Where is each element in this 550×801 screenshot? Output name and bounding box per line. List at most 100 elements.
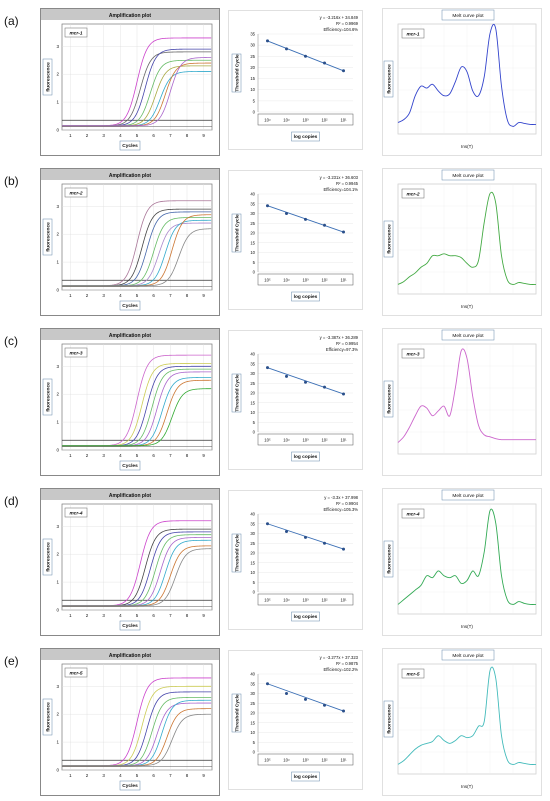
y-tick-label: 35 bbox=[250, 681, 255, 686]
x-tick-label: 10² bbox=[321, 598, 328, 603]
amplification-plot: Amplification plot 1 2 3 4 5 6 7 8 9 0 1 2 3 mcr-1 fluo… bbox=[40, 8, 220, 156]
y-tick-label: 20 bbox=[250, 65, 255, 70]
x-tick-label: 7 bbox=[169, 453, 172, 458]
x-tick-label: 4 bbox=[119, 453, 122, 458]
melt-title-box bbox=[441, 9, 495, 21]
x-tick-label: 10⁵ bbox=[264, 278, 271, 283]
standard-point bbox=[323, 61, 326, 65]
legend-label: mcr-1 bbox=[406, 32, 419, 38]
legend-box bbox=[64, 507, 88, 518]
x-tick-label: 9 bbox=[202, 133, 205, 138]
y-tick-label: 10 bbox=[250, 570, 255, 575]
legend-label: mcr-2 bbox=[406, 192, 419, 198]
standard-point bbox=[304, 54, 307, 58]
y-tick-label: 1 bbox=[56, 100, 59, 105]
amplification-curve bbox=[62, 388, 212, 447]
x-tick-label: 2 bbox=[86, 613, 89, 618]
x-tick-label: 4 bbox=[119, 613, 122, 618]
legend-label: mcr-3 bbox=[406, 352, 419, 358]
y-axis-label: fluorescence bbox=[46, 222, 52, 252]
x-tick-label: 4 bbox=[119, 293, 122, 298]
x-axis-label: log copies bbox=[294, 774, 318, 780]
x-tick-label: 10⁴ bbox=[283, 118, 290, 123]
melt-title-box bbox=[441, 329, 495, 341]
x-tick-label: 9 bbox=[202, 773, 205, 778]
x-tick-label: 5 bbox=[136, 773, 139, 778]
y-tick-label: 3 bbox=[56, 524, 59, 529]
y-tick-label: 20 bbox=[250, 551, 255, 556]
y-axis-label: fluorescence bbox=[387, 704, 393, 734]
x-tick-label: 5 bbox=[136, 453, 139, 458]
standard-point bbox=[285, 47, 288, 51]
legend-box bbox=[401, 188, 425, 199]
y-tick-label: 35 bbox=[250, 521, 255, 526]
melt-title-box bbox=[441, 169, 495, 181]
x-tick-label: 6 bbox=[152, 453, 155, 458]
y-axis-label-box bbox=[231, 533, 242, 573]
x-tick-label: 8 bbox=[186, 453, 189, 458]
standard-point bbox=[342, 709, 345, 713]
x-axis-label: log copies bbox=[294, 454, 318, 460]
x-axis-label: Ins(T) bbox=[461, 784, 473, 789]
x-axis-label: log copies bbox=[294, 134, 318, 140]
x-tick-label: 10² bbox=[321, 758, 328, 763]
x-tick-label: 4 bbox=[119, 773, 122, 778]
y-tick-label: 1 bbox=[56, 260, 59, 265]
y-tick-label: 5 bbox=[253, 98, 256, 103]
y-tick-label: 1 bbox=[56, 740, 59, 745]
panel-label: (c) bbox=[4, 334, 18, 348]
x-axis-label: Ins(T) bbox=[461, 624, 473, 629]
y-tick-label: 5 bbox=[253, 580, 256, 585]
x-tick-label: 10⁵ bbox=[264, 598, 271, 603]
standard-point bbox=[342, 392, 345, 396]
x-tick-label: 7 bbox=[169, 773, 172, 778]
y-tick-label: 3 bbox=[56, 204, 59, 209]
x-tick-label: 10⁴ bbox=[283, 278, 290, 283]
y-tick-label: 0 bbox=[253, 750, 256, 755]
amplification-title: Amplification plot bbox=[109, 493, 152, 499]
x-tick-label: 2 bbox=[86, 293, 89, 298]
standard-point bbox=[304, 535, 307, 539]
y-tick-label: 10 bbox=[250, 87, 255, 92]
y-tick-label: 5 bbox=[253, 420, 256, 425]
y-tick-label: 20 bbox=[250, 711, 255, 716]
y-tick-label: 1 bbox=[56, 420, 59, 425]
x-tick-label: 1 bbox=[69, 133, 72, 138]
y-tick-label: 30 bbox=[250, 43, 255, 48]
melt-curve bbox=[397, 191, 537, 285]
y-tick-label: 2 bbox=[56, 712, 59, 717]
x-tick-label: 10² bbox=[321, 118, 328, 123]
melt-title-box bbox=[441, 649, 495, 661]
y-tick-label: 15 bbox=[250, 76, 255, 81]
x-tick-label: 3 bbox=[102, 773, 105, 778]
x-axis-label-box bbox=[119, 460, 141, 471]
y-tick-label: 5 bbox=[253, 740, 256, 745]
y-tick-label: 30 bbox=[250, 211, 255, 216]
standard-curve-frame bbox=[228, 170, 363, 310]
x-tick-label: 3 bbox=[102, 293, 105, 298]
melt-title: Melt curve plot bbox=[452, 173, 484, 179]
y-axis-label-box bbox=[231, 693, 242, 733]
y-axis-label-box bbox=[42, 538, 53, 576]
y-axis-label: fluorescence bbox=[46, 382, 52, 412]
x-axis-label-box bbox=[119, 780, 141, 791]
r-squared: R² = 0.9969 bbox=[336, 21, 359, 26]
amplification-title-bar bbox=[41, 9, 219, 20]
amplification-title: Amplification plot bbox=[109, 13, 152, 19]
x-axis-label: Cycles bbox=[122, 143, 138, 149]
x-axis-label: Ins(T) bbox=[461, 304, 473, 309]
regression-equation: y = -3.3x + 37.998 bbox=[324, 495, 358, 500]
standard-point bbox=[266, 366, 269, 370]
x-tick-label: 10¹ bbox=[340, 118, 347, 123]
amplification-plot: Amplification plot 1 2 3 4 5 6 7 8 9 0 1 2 3 mcr-3 fluo… bbox=[40, 328, 220, 476]
x-tick-label: 7 bbox=[169, 613, 172, 618]
amplification-curve bbox=[62, 713, 212, 767]
r-squared: R² = 0.9875 bbox=[336, 661, 359, 666]
standard-point bbox=[285, 212, 288, 215]
figure-row: (b) Amplification plot 1 2 3 4 5 6 7 8 9 0 1 2 3 mcr-2 f… bbox=[0, 166, 550, 321]
y-tick-label: 30 bbox=[250, 531, 255, 536]
y-axis-label: fluorescence bbox=[387, 64, 393, 94]
standard-curve-frame bbox=[228, 330, 363, 470]
y-tick-label: 35 bbox=[250, 32, 255, 37]
